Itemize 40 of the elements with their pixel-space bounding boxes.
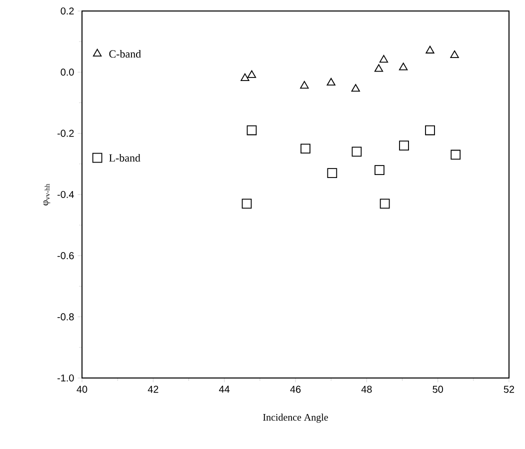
point <box>450 50 459 58</box>
y-tick-label: -1.0 <box>58 374 74 382</box>
point <box>327 168 338 178</box>
x-tick-label: 42 <box>148 386 158 393</box>
point <box>326 78 336 86</box>
point <box>351 84 360 92</box>
x-tick-label: 48 <box>361 386 372 393</box>
y-tick-label: -0.2 <box>58 130 74 137</box>
y-tick-label: 0.0 <box>60 68 74 76</box>
series-label: L-band <box>109 154 140 162</box>
y-tick-label: -0.4 <box>58 190 74 198</box>
point <box>247 70 256 78</box>
y-tick-label: -0.8 <box>58 313 74 320</box>
point <box>374 64 384 72</box>
x-tick-label: 44 <box>219 386 230 393</box>
y-tick-label: -0.6 <box>58 252 74 260</box>
point <box>242 198 252 209</box>
x-tick-label: 46 <box>290 386 301 393</box>
x-tick-label: 50 <box>432 386 443 393</box>
point <box>352 146 362 157</box>
y-tick-label: 0.2 <box>60 7 74 15</box>
point <box>300 80 309 89</box>
point <box>379 54 388 63</box>
point <box>300 144 310 154</box>
point <box>426 46 434 54</box>
y-axis-title: φ$_{vv-hh}$ <box>43 184 50 206</box>
point <box>246 125 257 136</box>
x-tick-label: 52 <box>504 386 514 393</box>
point <box>240 73 250 81</box>
x-tick-label: 40 <box>76 386 88 393</box>
point <box>398 62 408 70</box>
point <box>374 165 384 175</box>
point <box>92 48 102 57</box>
point <box>399 140 409 150</box>
x-axis-title: Incidence Angle <box>263 414 328 423</box>
series-label: C-band <box>109 50 141 58</box>
point <box>450 150 461 160</box>
point <box>425 125 435 136</box>
point <box>380 198 390 209</box>
point <box>92 152 102 163</box>
